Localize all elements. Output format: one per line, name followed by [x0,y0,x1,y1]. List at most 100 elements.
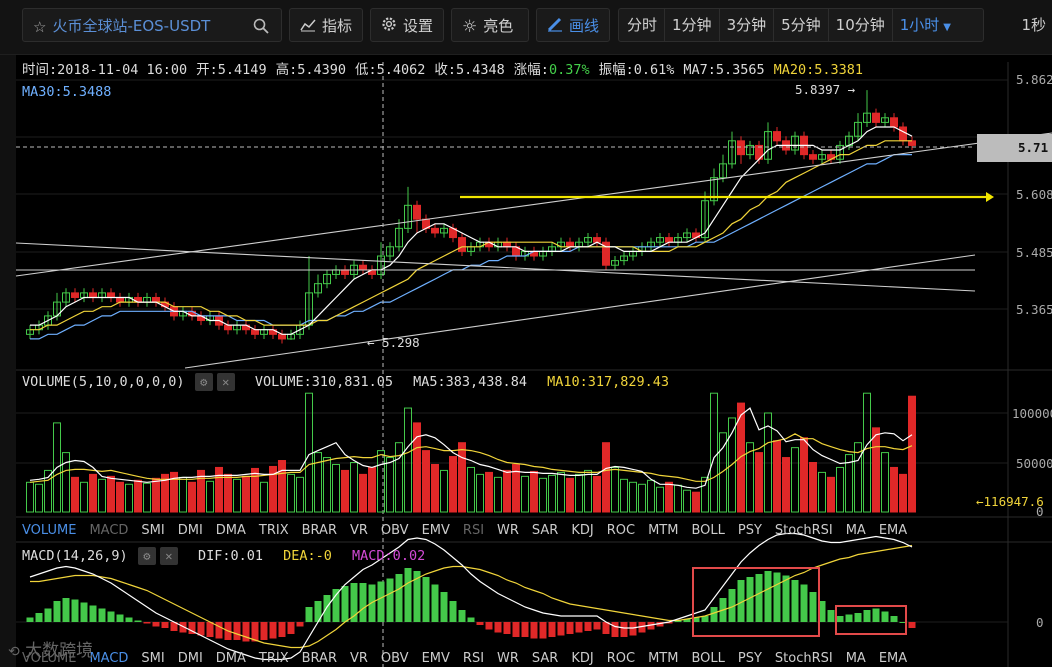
close-icon[interactable]: ✕ [216,373,235,391]
indicator-tab-kdj[interactable]: KDJ [571,523,594,538]
indicator-tab-brar[interactable]: BRAR [301,651,337,666]
indicators-button[interactable]: 指标 [289,8,363,42]
volume-value: VOLUME:310,831.05 [254,374,394,390]
macd-dea: DEA:-0 [283,548,332,564]
indicators-label: 指标 [322,17,353,35]
indicator-tab-wr[interactable]: WR [497,523,519,538]
volume-bar [53,422,61,513]
highlight-box [835,605,907,635]
volume-bar [350,462,358,513]
candle-body [818,154,826,160]
indicator-tab-volume[interactable]: VOLUME [22,651,77,666]
indicator-tab-macd[interactable]: MACD [89,523,129,538]
indicator-tab-ma[interactable]: MA [845,523,866,538]
macd-histogram-bar [431,584,439,622]
candle-body [503,241,511,248]
trendline-lower[interactable] [184,254,976,369]
volume-bar [836,466,844,513]
indicator-tab-dma[interactable]: DMA [215,523,246,538]
indicator-tab-ema[interactable]: EMA [878,523,908,538]
macd-histogram-bar [152,622,160,627]
period-tab[interactable]: 5分钟 [774,9,829,41]
candle-body [773,131,781,142]
gear-icon[interactable]: ⚙ [137,547,156,565]
period-tab[interactable]: 1分钟 [665,9,720,41]
symbol-search[interactable]: ☆ 火币全球站-EOS-USDT [22,8,282,42]
volume-bar [134,479,142,513]
volume-bar [62,452,70,513]
volume-bar [656,486,664,513]
volume-bar [629,481,637,513]
indicator-tab-trix[interactable]: TRIX [258,651,289,666]
indicator-tab-sar[interactable]: SAR [531,523,559,538]
candle-body [746,144,754,156]
indicator-tab-ema[interactable]: EMA [878,651,908,666]
indicator-tab-kdj[interactable]: KDJ [571,651,594,666]
indicator-tab-rsi[interactable]: RSI [462,523,485,538]
indicator-tab-smi[interactable]: SMI [141,523,165,538]
candle-body [224,324,232,331]
indicator-tab-dma[interactable]: DMA [215,651,246,666]
indicator-tab-wr[interactable]: WR [497,651,519,666]
indicator-tab-smi[interactable]: SMI [141,651,165,666]
indicator-tab-vr[interactable]: VR [349,651,368,666]
indicator-tab-sar[interactable]: SAR [531,651,559,666]
macd-histogram-bar [818,601,826,622]
indicator-tab-rsi[interactable]: RSI [462,651,485,666]
indicator-tab-emv[interactable]: EMV [421,651,450,666]
close-icon[interactable]: ✕ [159,547,178,565]
period-tab[interactable]: 3分钟 [720,9,775,41]
indicator-tab-roc[interactable]: ROC [606,651,636,666]
indicator-tab-trix[interactable]: TRIX [258,523,289,538]
theme-toggle-button[interactable]: ☼ 亮色 [451,8,529,42]
grid-lines [16,79,1008,623]
indicator-tab-macd[interactable]: MACD [89,651,129,666]
indicator-tab-mtm[interactable]: MTM [648,523,679,538]
price-tick: 5.862 [1016,72,1052,87]
indicator-tab-volume[interactable]: VOLUME [22,523,77,538]
volume-bar [521,475,529,513]
macd-histogram-bar [467,617,475,622]
indicator-tab-obv[interactable]: OBV [380,651,409,666]
indicator-tab-boll[interactable]: BOLL [691,651,725,666]
macd-histogram-bar [341,586,349,622]
indicator-tab-stochrsi[interactable]: StochRSI [774,651,833,666]
indicator-tab-psy[interactable]: PSY [737,651,762,666]
settings-button[interactable]: 设置 [370,8,444,42]
indicator-tab-psy[interactable]: PSY [737,523,762,538]
indicator-tab-ma[interactable]: MA [845,651,866,666]
seconds-period-tab[interactable]: 1秒 [1021,16,1046,34]
draw-line-button[interactable]: 画线 [536,8,610,42]
indicator-tab-emv[interactable]: EMV [421,523,450,538]
indicator-tab-dmi[interactable]: DMI [177,651,203,666]
macd-histogram-bar [782,575,790,622]
period-tab[interactable]: 分时 [619,9,666,41]
volume-bar [404,407,412,513]
indicator-tab-boll[interactable]: BOLL [691,523,725,538]
indicator-tab-roc[interactable]: ROC [606,523,636,538]
volume-bar [125,483,133,513]
star-icon[interactable]: ☆ [33,17,47,36]
indicator-tab-brar[interactable]: BRAR [301,523,337,538]
search-icon[interactable] [253,9,269,43]
macd-histogram-bar [899,622,907,623]
candle-body [566,241,574,248]
indicator-tab-dmi[interactable]: DMI [177,523,203,538]
candle-body [152,296,160,303]
macd-histogram-bar [260,622,268,640]
user-trendlines[interactable] [15,132,1052,369]
volume-bar [413,422,421,513]
period-dropdown[interactable]: 1小时 ▼ [893,9,958,41]
candle-body [386,246,394,257]
volume-bar [737,402,745,513]
indicator-tab-stochrsi[interactable]: StochRSI [774,523,833,538]
trendline-descending[interactable] [15,242,976,292]
gear-icon[interactable]: ⚙ [194,373,213,391]
indicator-tab-mtm[interactable]: MTM [648,651,679,666]
macd-histogram-bar [809,592,817,622]
indicator-tab-obv[interactable]: OBV [380,523,409,538]
indicator-tab-vr[interactable]: VR [349,523,368,538]
period-tab[interactable]: 10分钟 [829,9,893,41]
macd-histogram-bar [386,578,394,622]
